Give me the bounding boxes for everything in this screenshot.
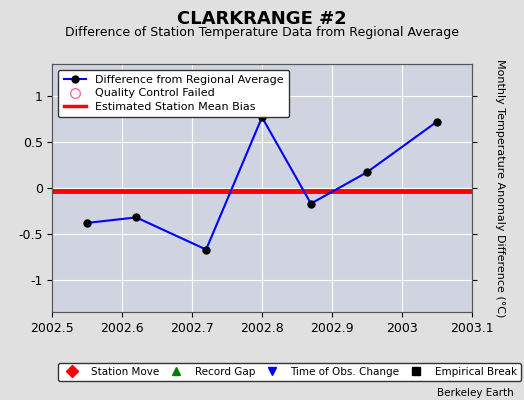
Legend: Station Move, Record Gap, Time of Obs. Change, Empirical Break: Station Move, Record Gap, Time of Obs. C… xyxy=(58,363,521,381)
Y-axis label: Monthly Temperature Anomaly Difference (°C): Monthly Temperature Anomaly Difference (… xyxy=(495,59,505,317)
Text: Berkeley Earth: Berkeley Earth xyxy=(437,388,514,398)
Text: Difference of Station Temperature Data from Regional Average: Difference of Station Temperature Data f… xyxy=(65,26,459,39)
Text: CLARKRANGE #2: CLARKRANGE #2 xyxy=(177,10,347,28)
